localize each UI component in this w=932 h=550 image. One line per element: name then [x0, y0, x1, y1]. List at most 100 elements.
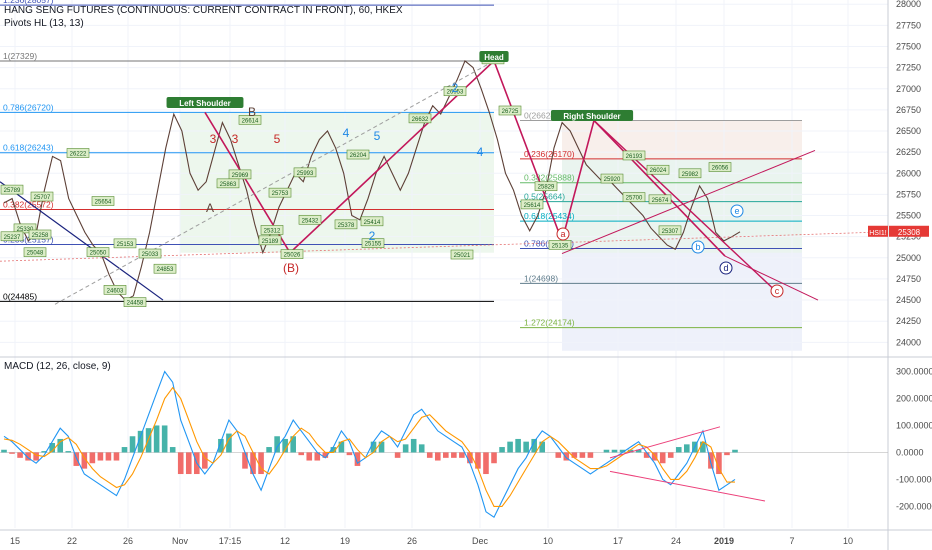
macd-histogram-bar [579, 452, 586, 458]
price-tick-label: 24750 [896, 274, 921, 284]
wave-circle [730, 204, 744, 218]
pivot-label: 25033 [138, 248, 162, 259]
pivot-label-text: 26614 [242, 118, 259, 124]
fib-level-label: 1(27329) [3, 51, 37, 61]
wave-label: a [560, 229, 565, 239]
pivot-label-box [268, 187, 292, 198]
macd-histogram-bar [467, 452, 473, 464]
pivot-label: 25863 [216, 178, 240, 189]
pivot-label-text: 25312 [264, 228, 281, 234]
pattern-label: Head [484, 53, 504, 62]
macd-histogram-bar [539, 441, 546, 453]
macd-tick-label: 200.0000 [896, 393, 932, 403]
pivot-label-text: 25969 [232, 173, 249, 179]
macd-histogram-bar [290, 436, 296, 453]
macd-histogram-bar [716, 452, 722, 475]
pivot-label-text: 25700 [626, 196, 643, 202]
macd-histogram-bar [675, 447, 682, 453]
pivot-label-box [360, 216, 384, 227]
price-tick-label: 27250 [896, 63, 921, 73]
x-tick-label: 10 [843, 536, 853, 546]
pivot-label-text: 26953 [447, 90, 464, 96]
pivot-label-text: 25237 [4, 235, 21, 241]
wave-label: 4 [477, 145, 484, 159]
macd-histogram-bar [571, 452, 578, 458]
macd-histogram-bar [659, 452, 666, 464]
pivot-label-text: 25189 [262, 239, 279, 245]
pivot-label-box [153, 263, 177, 274]
pattern-label: Right Shoulder [563, 112, 620, 121]
pivot-label: 25700 [622, 192, 646, 202]
macd-histogram-bar [555, 452, 562, 458]
pivot-label: 25189 [258, 235, 282, 246]
wave-label: 2 [452, 81, 459, 95]
x-tick-label: 17:15 [219, 536, 242, 546]
macd-histogram-bar [410, 438, 417, 453]
wave-label: 3 [232, 132, 239, 146]
pivot-label-text: 26024 [650, 168, 667, 174]
fib-level-label: 1.272(24174) [524, 318, 575, 328]
fib-level-label: 0.236(25157) [3, 235, 54, 245]
fib-level-label: 0.618(25434) [524, 211, 575, 221]
macd-histogram-bar [25, 452, 31, 461]
macd-indicator-label: MACD (12, 26, close, 9) [4, 361, 111, 372]
macd-histogram-bar [587, 452, 594, 458]
macd-divergence-upper [609, 426, 721, 459]
macd-histogram-bar [161, 425, 168, 453]
macd-line [3, 370, 736, 519]
macd-histogram-bar [370, 441, 377, 453]
fib-level-label: 0.786(26720) [3, 102, 54, 112]
pivot-label: 25920 [600, 173, 624, 184]
pivot-label: 25155 [361, 238, 385, 248]
macd-tick-label: 300.0000 [896, 366, 932, 376]
pivot-label: 26193 [622, 150, 646, 161]
pivot-label: 25789 [0, 184, 24, 195]
x-tick-label: 22 [67, 536, 77, 546]
pivot-label-box [498, 105, 522, 116]
pivot-label-box [361, 238, 385, 248]
price-tick-label: 27750 [896, 20, 921, 30]
wave-label: 5 [374, 129, 381, 143]
macd-histogram-bar [73, 452, 80, 466]
macd-histogram-bar [563, 452, 570, 461]
wave-label: B [248, 105, 256, 119]
pivot-label-box [293, 167, 317, 178]
macd-histogram-bar [242, 452, 248, 469]
price-value-text: 25308 [898, 228, 921, 237]
wave-label: A [206, 201, 214, 215]
macd-histogram-bar [451, 452, 457, 458]
macd-histogram-bar [129, 436, 136, 453]
macd-histogram-bar [322, 452, 329, 458]
pivot-label-box [600, 173, 624, 184]
pivot-label-box [520, 199, 544, 210]
pivot-label-text: 25050 [90, 251, 107, 257]
pivot-label-text: 25033 [142, 252, 159, 258]
macd-histogram-bar [121, 447, 128, 453]
wave-label: d [723, 263, 728, 273]
pivot-label-text: 25026 [284, 253, 301, 259]
chart-title: HANG SENG FUTURES (CONTINUOUS: CURRENT C… [4, 5, 403, 16]
macd-histogram-bar [346, 452, 353, 456]
pattern-label-box [166, 97, 244, 108]
fib-level-label: 0.382(25888) [524, 173, 575, 183]
pattern-label: Left Shoulder [179, 99, 231, 108]
wave-label: 4 [343, 126, 350, 140]
macd-histogram-bar [354, 452, 361, 466]
pivot-label: 26614 [238, 115, 262, 125]
macd-histogram-bar [89, 452, 96, 464]
macd-histogram-bar [274, 436, 280, 453]
wave-label: (B) [283, 261, 299, 275]
pivot-label-text: 25993 [297, 171, 314, 177]
x-tick-label: 12 [280, 536, 290, 546]
macd-histogram-bar [724, 452, 730, 456]
pivot-label-text: 26725 [502, 109, 519, 115]
pivot-label-box [646, 164, 670, 175]
pivot-label-text: 26056 [712, 166, 729, 172]
pattern-label-box [550, 110, 634, 121]
pivot-label: 26953 [443, 86, 467, 97]
macd-histogram-bar [635, 449, 642, 453]
macd-histogram-bar [185, 452, 192, 475]
pivot-label-box [23, 247, 47, 258]
pivot-label-box [648, 194, 672, 205]
pivot-label: 26632 [408, 113, 432, 124]
